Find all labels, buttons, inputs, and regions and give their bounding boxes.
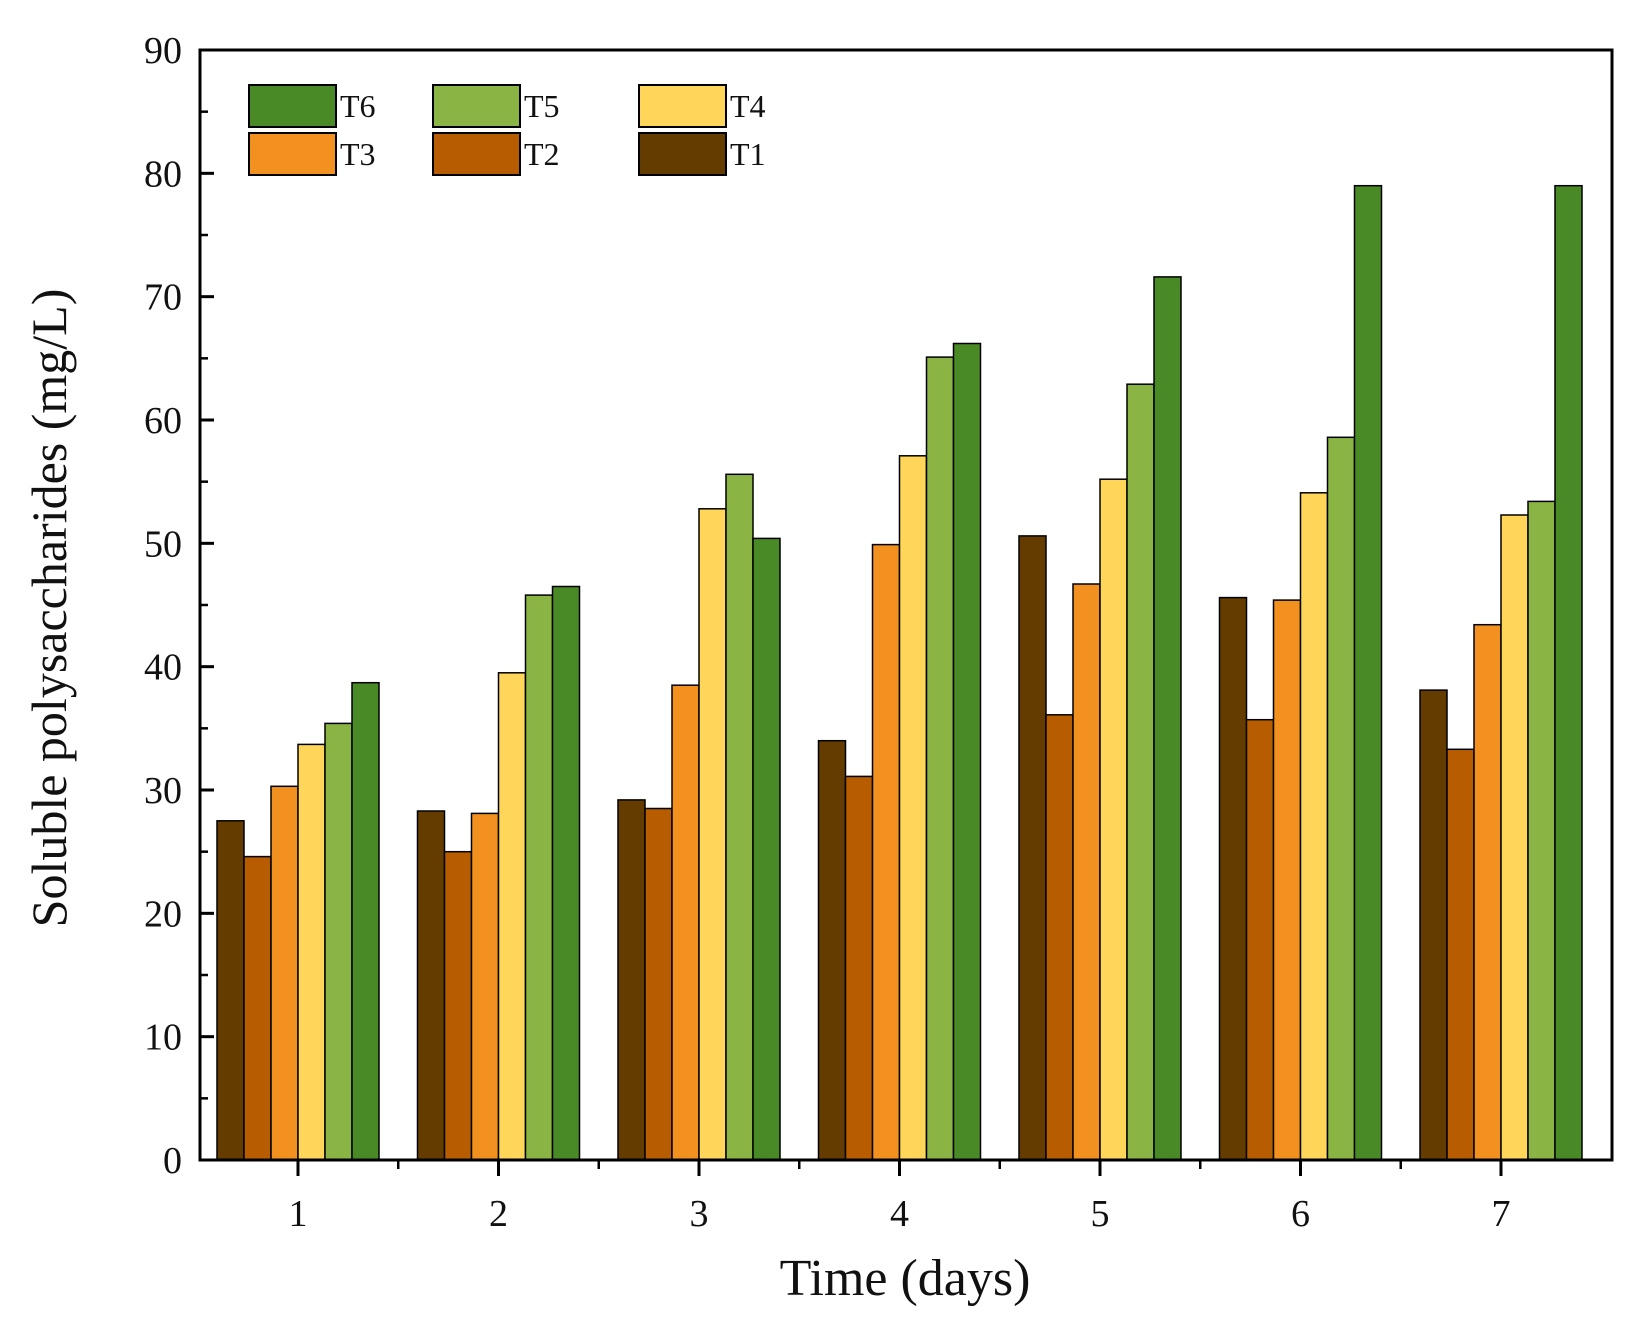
bar-t5-day-1 [324,722,353,1161]
bar-t5-day-7 [1527,500,1556,1161]
y-tick-label: 40 [144,647,182,689]
bar-t2-day-3 [644,807,673,1161]
bar-t1-day-6 [1218,596,1248,1161]
bar-t1-day-7 [1419,689,1448,1161]
x-tick-label: 7 [1492,1193,1511,1235]
bar-t3-day-3 [671,684,700,1161]
bar-t5-day-4 [925,356,955,1161]
legend-label-t6: T6 [340,88,376,124]
bar-t6-day-3 [752,537,781,1161]
legend: T6 T5 T4 T3 T2 T1 [248,84,766,176]
bar-t6-day-6 [1353,184,1383,1161]
bar-t2-day-2 [443,850,473,1161]
y-tick-label: 20 [144,893,182,935]
legend-label-t1: T1 [730,136,766,172]
axes-layer: 0 10 20 30 40 50 60 70 80 90 1 2 3 4 5 6 7 [144,30,1614,1235]
bar-t5-day-6 [1326,436,1356,1161]
y-tick-label: 60 [144,400,182,442]
bar-t3-day-6 [1272,599,1302,1161]
legend-swatch-t4 [638,84,727,128]
bar-t2-day-1 [243,855,272,1161]
x-tick-label: 2 [489,1193,508,1235]
bar-t4-day-1 [297,743,326,1161]
x-tick-label: 5 [1091,1193,1110,1235]
y-axis-title: Soluble polysaccharides (mg/L) [21,289,77,928]
legend-swatch-t5 [432,84,521,128]
bar-t4-day-3 [698,508,727,1161]
bar-t4-day-7 [1500,514,1529,1161]
x-tick-label: 4 [890,1193,909,1235]
legend-label-t2: T2 [524,136,560,172]
bar-t1-day-5 [1018,535,1047,1161]
legend-swatch-t1 [638,132,727,176]
legend-label-t3: T3 [340,136,376,172]
bars-layer [216,184,1583,1161]
y-tick-label: 70 [144,277,182,319]
bar-t2-day-7 [1446,748,1475,1161]
bar-t5-day-2 [524,594,554,1161]
legend-label-t4: T4 [730,88,766,124]
x-axis-title: Time (days) [780,1250,1031,1307]
y-tick-label: 10 [144,1017,182,1059]
bar-t3-day-2 [470,812,500,1161]
bar-t1-day-1 [216,820,245,1161]
x-tick-label: 1 [289,1193,308,1235]
y-tick-label: 0 [163,1140,182,1182]
bar-t3-day-7 [1473,623,1502,1161]
bar-t5-day-3 [725,473,754,1161]
bar-t5-day-5 [1126,383,1155,1161]
bar-t6-day-4 [952,342,982,1161]
bar-t3-day-1 [270,785,299,1161]
bar-t6-day-1 [351,681,380,1161]
bar-t1-day-2 [416,810,446,1161]
y-tick-label: 30 [144,770,182,812]
bar-t6-day-2 [551,585,581,1161]
bar-t1-day-3 [617,799,646,1161]
bar-t4-day-4 [898,455,928,1161]
legend-swatch-t3 [248,132,337,176]
legend-label-t5: T5 [524,88,560,124]
y-tick-label: 50 [144,523,182,565]
bar-t2-day-5 [1045,714,1074,1161]
bar-t2-day-4 [844,775,874,1161]
legend-swatch-t6 [248,84,337,128]
bar-t1-day-4 [817,739,847,1161]
y-tick-label: 80 [144,153,182,195]
x-tick-label: 3 [690,1193,709,1235]
bar-t6-day-5 [1153,276,1182,1161]
legend-swatch-t2 [432,132,521,176]
bar-t4-day-5 [1099,478,1128,1161]
y-tick-label: 90 [144,30,182,72]
bar-t3-day-4 [871,543,901,1161]
bar-t6-day-7 [1554,184,1583,1161]
x-tick-label: 6 [1291,1193,1310,1235]
bar-t2-day-6 [1245,718,1275,1161]
bar-t3-day-5 [1072,583,1101,1161]
bar-t4-day-2 [497,672,527,1161]
bar-t4-day-6 [1299,492,1329,1161]
